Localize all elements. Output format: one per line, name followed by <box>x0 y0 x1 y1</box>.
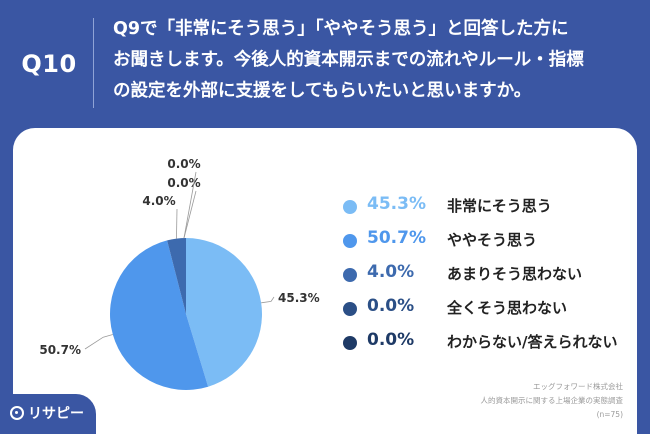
legend-label: 非常にそう思う <box>447 197 552 215</box>
question-line-1: Q9で「非常にそう思う」「ややそう思う」と回答した方に <box>113 19 569 39</box>
logo-icon <box>10 406 24 420</box>
source-company: エッグフォワード株式会社 <box>533 382 623 391</box>
slice-data-label: 0.0% <box>167 157 200 171</box>
source-survey: 人的資本開示に関する上場企業の実態調査 <box>480 396 624 405</box>
pie-slice <box>167 238 186 314</box>
legend-label: ややそう思う <box>447 231 538 249</box>
question-number: Q10 <box>21 50 77 78</box>
legend-percent: 45.3% <box>367 194 426 214</box>
source-sample: (n=75) <box>596 410 623 419</box>
legend-percent: 4.0% <box>367 262 415 282</box>
slice-data-label: 4.0% <box>142 194 175 208</box>
pie-chart: 45.3% 50.7% 4.0% 0.0% 0.0% <box>39 157 320 391</box>
header-divider <box>93 18 94 108</box>
leader-line <box>183 190 197 239</box>
logo-text: リサピー <box>28 406 84 422</box>
slice-data-label: 45.3% <box>278 291 320 305</box>
legend-swatch <box>343 302 357 316</box>
legend-swatch <box>343 336 357 350</box>
slice-data-label: 0.0% <box>167 176 200 190</box>
question-text: Q9で「非常にそう思う」「ややそう思う」と回答した方に お聞きします。今後人的資… <box>113 14 643 107</box>
legend-swatch <box>343 268 357 282</box>
legend-swatch <box>343 234 357 248</box>
leader-line <box>183 171 197 239</box>
brand-logo: リサピー <box>0 394 96 434</box>
pie-slice <box>186 238 262 387</box>
legend-percent: 50.7% <box>367 228 426 248</box>
legend-label: わからない/答えられない <box>447 333 618 351</box>
legend-percent: 0.0% <box>367 330 415 350</box>
question-line-2: お聞きします。今後人的資本開示までの流れやルール・指標 <box>113 50 584 70</box>
chart-panel: 45.3% 50.7% 4.0% 0.0% 0.0% 45.3% 非常にそう思う 50.… <box>13 128 637 434</box>
legend-percent: 0.0% <box>367 296 415 316</box>
leader-line <box>261 296 275 304</box>
pie-slice <box>109 240 209 391</box>
leader-line <box>176 208 178 239</box>
legend-label: 全くそう思わない <box>447 299 568 317</box>
legend-swatch <box>343 200 357 214</box>
slice-data-label: 50.7% <box>39 343 81 357</box>
question-line-3: の設定を外部に支援をしてもらいたいと思いますか。 <box>113 81 532 101</box>
source-note: エッグフォワード株式会社 人的資本開示に関する上場企業の実態調査 (n=75) <box>481 380 624 422</box>
leader-line <box>84 334 113 350</box>
legend-label: あまりそう思わない <box>447 265 583 283</box>
question-header: Q10 Q9で「非常にそう思う」「ややそう思う」と回答した方に お聞きします。今… <box>0 0 650 128</box>
